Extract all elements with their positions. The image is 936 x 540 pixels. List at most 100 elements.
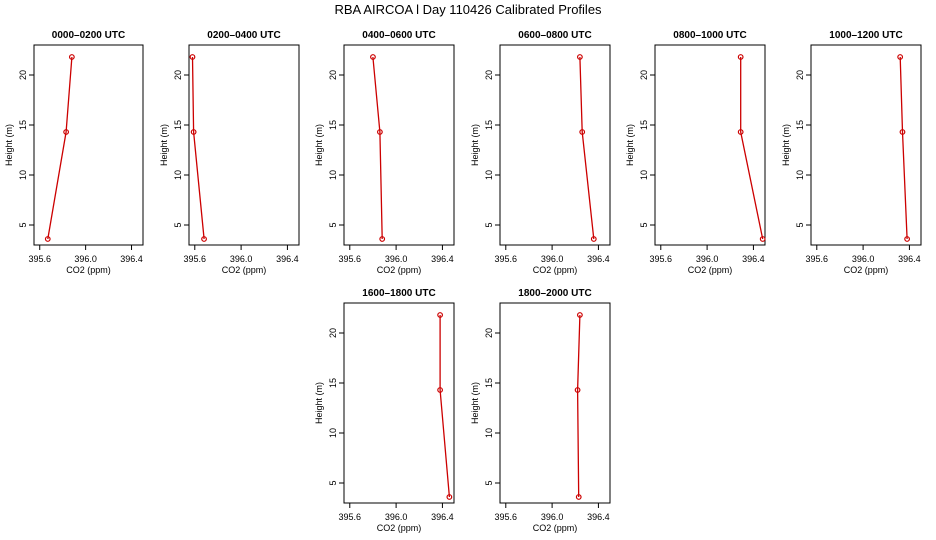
x-tick-label: 396.0 bbox=[541, 254, 564, 264]
profile-line bbox=[372, 56, 383, 240]
panel-title: 0000–0200 UTC bbox=[52, 30, 125, 41]
x-tick-label: 395.6 bbox=[650, 254, 673, 264]
panel-title: 1000–1200 UTC bbox=[829, 30, 902, 41]
y-tick-label: 5 bbox=[173, 222, 183, 227]
y-tick-label: 20 bbox=[639, 70, 649, 80]
data-point bbox=[63, 129, 70, 135]
x-tick-label: 396.0 bbox=[230, 254, 253, 264]
y-tick-label: 15 bbox=[484, 378, 494, 388]
data-point bbox=[437, 387, 444, 393]
data-point bbox=[579, 129, 586, 135]
x-tick-label: 396.0 bbox=[74, 254, 97, 264]
profile-line bbox=[191, 56, 205, 240]
plot-frame bbox=[810, 44, 922, 246]
data-point bbox=[201, 236, 207, 242]
data-point bbox=[190, 129, 197, 135]
plot-frame bbox=[499, 302, 611, 504]
y-tick-label: 10 bbox=[484, 428, 494, 438]
y-tick-label: 5 bbox=[795, 222, 805, 227]
y-axis-label: Height (m) bbox=[625, 124, 635, 166]
panel-title: 1800–2000 UTC bbox=[518, 288, 591, 299]
profile-panel: 1600–1800 UTC 395.6 396.0 396.4 CO2 (ppm) 5 10… bbox=[314, 288, 455, 533]
y-tick-label: 15 bbox=[328, 378, 338, 388]
x-axis-label: CO2 (ppm) bbox=[222, 265, 267, 275]
y-tick-label: 20 bbox=[484, 328, 494, 338]
y-tick-label: 20 bbox=[328, 70, 338, 80]
x-axis-label: CO2 (ppm) bbox=[377, 523, 422, 533]
profile-panel: 0600–0800 UTC 395.6 396.0 396.4 CO2 (ppm) 5 10… bbox=[470, 30, 611, 275]
y-tick-label: 10 bbox=[18, 170, 28, 180]
data-point bbox=[576, 54, 583, 60]
profile-line bbox=[740, 57, 764, 240]
profile-line bbox=[47, 56, 73, 240]
profile-panel: 1000–1200 UTC 395.6 396.0 396.4 CO2 (ppm) 5 10… bbox=[781, 30, 922, 275]
y-tick-label: 10 bbox=[484, 170, 494, 180]
plot-frame bbox=[33, 44, 144, 246]
y-tick-label: 15 bbox=[795, 120, 805, 130]
y-tick-label: 10 bbox=[639, 170, 649, 180]
data-point bbox=[904, 236, 911, 242]
y-tick-label: 20 bbox=[328, 328, 338, 338]
y-tick-label: 15 bbox=[484, 120, 494, 130]
panel-title: 0400–0600 UTC bbox=[362, 30, 435, 41]
data-point bbox=[575, 494, 582, 500]
data-point bbox=[897, 54, 904, 60]
panel-title: 0800–1000 UTC bbox=[673, 30, 746, 41]
x-tick-label: 396.4 bbox=[742, 254, 765, 264]
y-tick-label: 5 bbox=[328, 480, 338, 485]
plot-frame bbox=[654, 44, 766, 246]
data-point bbox=[376, 129, 383, 135]
y-tick-label: 20 bbox=[18, 70, 28, 80]
x-axis-label: CO2 (ppm) bbox=[66, 265, 111, 275]
page-title: RBA AIRCOA l Day 110426 Calibrated Profi… bbox=[334, 2, 602, 17]
profile-line bbox=[899, 56, 908, 240]
y-tick-label: 10 bbox=[328, 428, 338, 438]
plot-frame bbox=[499, 44, 611, 246]
x-tick-label: 396.4 bbox=[120, 254, 143, 264]
data-point bbox=[437, 312, 444, 318]
data-point bbox=[576, 312, 583, 318]
x-tick-label: 396.4 bbox=[587, 254, 610, 264]
x-axis-label: CO2 (ppm) bbox=[688, 265, 733, 275]
x-tick-label: 396.4 bbox=[431, 254, 454, 264]
y-tick-label: 10 bbox=[173, 170, 183, 180]
y-axis-label: Height (m) bbox=[470, 382, 480, 424]
data-point bbox=[189, 54, 196, 60]
x-tick-label: 396.4 bbox=[276, 254, 299, 264]
x-tick-label: 395.6 bbox=[184, 254, 207, 264]
x-tick-label: 396.0 bbox=[541, 512, 564, 522]
profile-panel: 0200–0400 UTC 395.6 396.0 396.4 CO2 (ppm) 5 10… bbox=[159, 30, 300, 275]
y-tick-label: 5 bbox=[18, 222, 28, 227]
profile-line bbox=[439, 315, 451, 498]
data-point bbox=[379, 236, 386, 242]
data-point bbox=[68, 54, 75, 60]
data-point bbox=[574, 387, 581, 393]
y-tick-label: 5 bbox=[484, 480, 494, 485]
plot-frame bbox=[343, 44, 455, 246]
y-tick-label: 20 bbox=[484, 70, 494, 80]
x-tick-label: 396.0 bbox=[385, 254, 408, 264]
y-axis-label: Height (m) bbox=[314, 382, 324, 424]
y-tick-label: 20 bbox=[795, 70, 805, 80]
x-tick-label: 395.6 bbox=[28, 254, 51, 264]
data-point bbox=[446, 494, 453, 500]
profile-panel: 0800–1000 UTC 395.6 396.0 396.4 CO2 (ppm) 5 10… bbox=[625, 30, 766, 275]
y-tick-label: 15 bbox=[328, 120, 338, 130]
panel-title: 1600–1800 UTC bbox=[362, 288, 435, 299]
y-axis-label: Height (m) bbox=[781, 124, 791, 166]
y-tick-label: 5 bbox=[328, 222, 338, 227]
profile-panel: 1800–2000 UTC 395.6 396.0 396.4 CO2 (ppm) 5 10… bbox=[470, 288, 611, 533]
y-tick-label: 10 bbox=[328, 170, 338, 180]
y-axis-label: Height (m) bbox=[314, 124, 324, 166]
plot-frame bbox=[188, 44, 300, 246]
x-tick-label: 395.6 bbox=[339, 512, 362, 522]
x-tick-label: 396.4 bbox=[587, 512, 610, 522]
y-tick-label: 15 bbox=[639, 120, 649, 130]
data-point bbox=[370, 54, 376, 60]
data-point bbox=[737, 129, 744, 135]
data-point bbox=[899, 129, 906, 135]
panel-title: 0600–0800 UTC bbox=[518, 30, 591, 41]
profile-line bbox=[576, 314, 581, 498]
x-axis-label: CO2 (ppm) bbox=[377, 265, 422, 275]
